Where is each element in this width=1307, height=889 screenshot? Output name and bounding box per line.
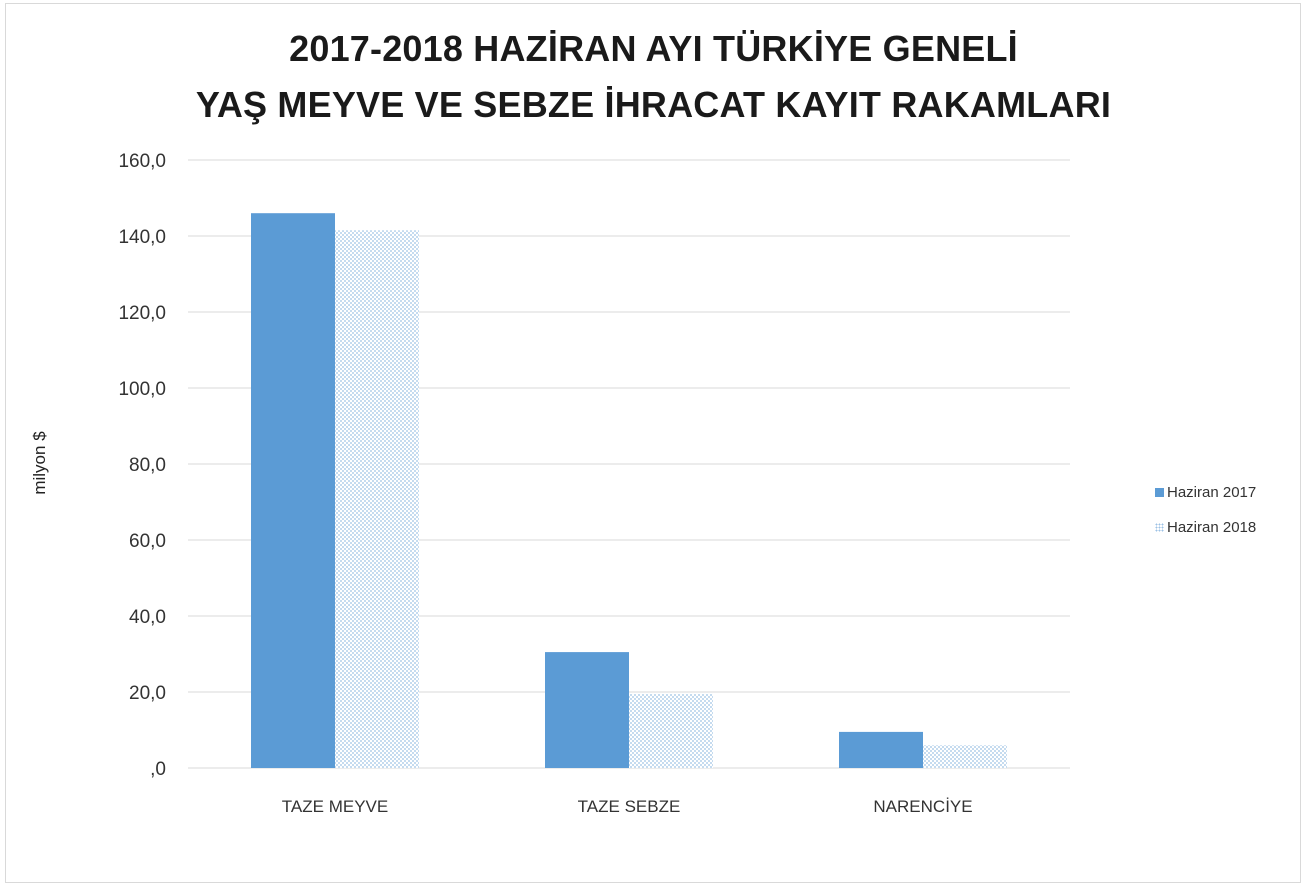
y-tick-label: 60,0	[129, 531, 166, 552]
y-tick-label: 40,0	[129, 607, 166, 628]
bar-2018-2	[923, 745, 1007, 768]
y-axis-label: milyon $	[30, 431, 49, 495]
legend: Haziran 2017 Haziran 2018	[1155, 482, 1256, 552]
bar-2018-1	[629, 693, 713, 768]
category-label: TAZE SEBZE	[578, 797, 681, 816]
y-tick-label: 100,0	[118, 379, 166, 400]
x-axis-category-labels: TAZE MEYVE TAZE SEBZE NARENCİYE	[282, 797, 973, 816]
y-axis-tick-labels: ,0 20,0 40,0 60,0 80,0 100,0 120,0 140,0 160,0	[118, 151, 166, 780]
y-tick-label: 120,0	[118, 303, 166, 324]
y-tick-label: 80,0	[129, 455, 166, 476]
category-label: TAZE MEYVE	[282, 797, 388, 816]
legend-label-2017: Haziran 2017	[1167, 483, 1257, 501]
legend-swatch-2018	[1155, 522, 1164, 532]
bar-2017-0	[251, 213, 335, 768]
bar-2017-2	[839, 731, 923, 768]
bar-2017-1	[545, 652, 629, 768]
y-tick-label: 140,0	[118, 227, 166, 248]
legend-swatch-2017	[1155, 487, 1164, 497]
legend-label-2018: Haziran 2018	[1167, 518, 1257, 536]
y-tick-label: 160,0	[118, 151, 166, 172]
category-label: NARENCİYE	[873, 797, 972, 816]
chart-title-line2: YAŞ MEYVE VE SEBZE İHRACAT KAYIT RAKAMLA…	[195, 84, 1112, 125]
legend-item-2017: Haziran 2017	[1155, 482, 1256, 502]
legend-item-2018: Haziran 2018	[1155, 517, 1256, 537]
bar-2018-0	[335, 230, 419, 769]
y-tick-label: ,0	[150, 759, 166, 780]
bars	[251, 213, 1007, 769]
y-tick-label: 20,0	[129, 683, 166, 704]
chart-title-line1: 2017-2018 HAZİRAN AYI TÜRKİYE GENELİ	[289, 28, 1018, 69]
